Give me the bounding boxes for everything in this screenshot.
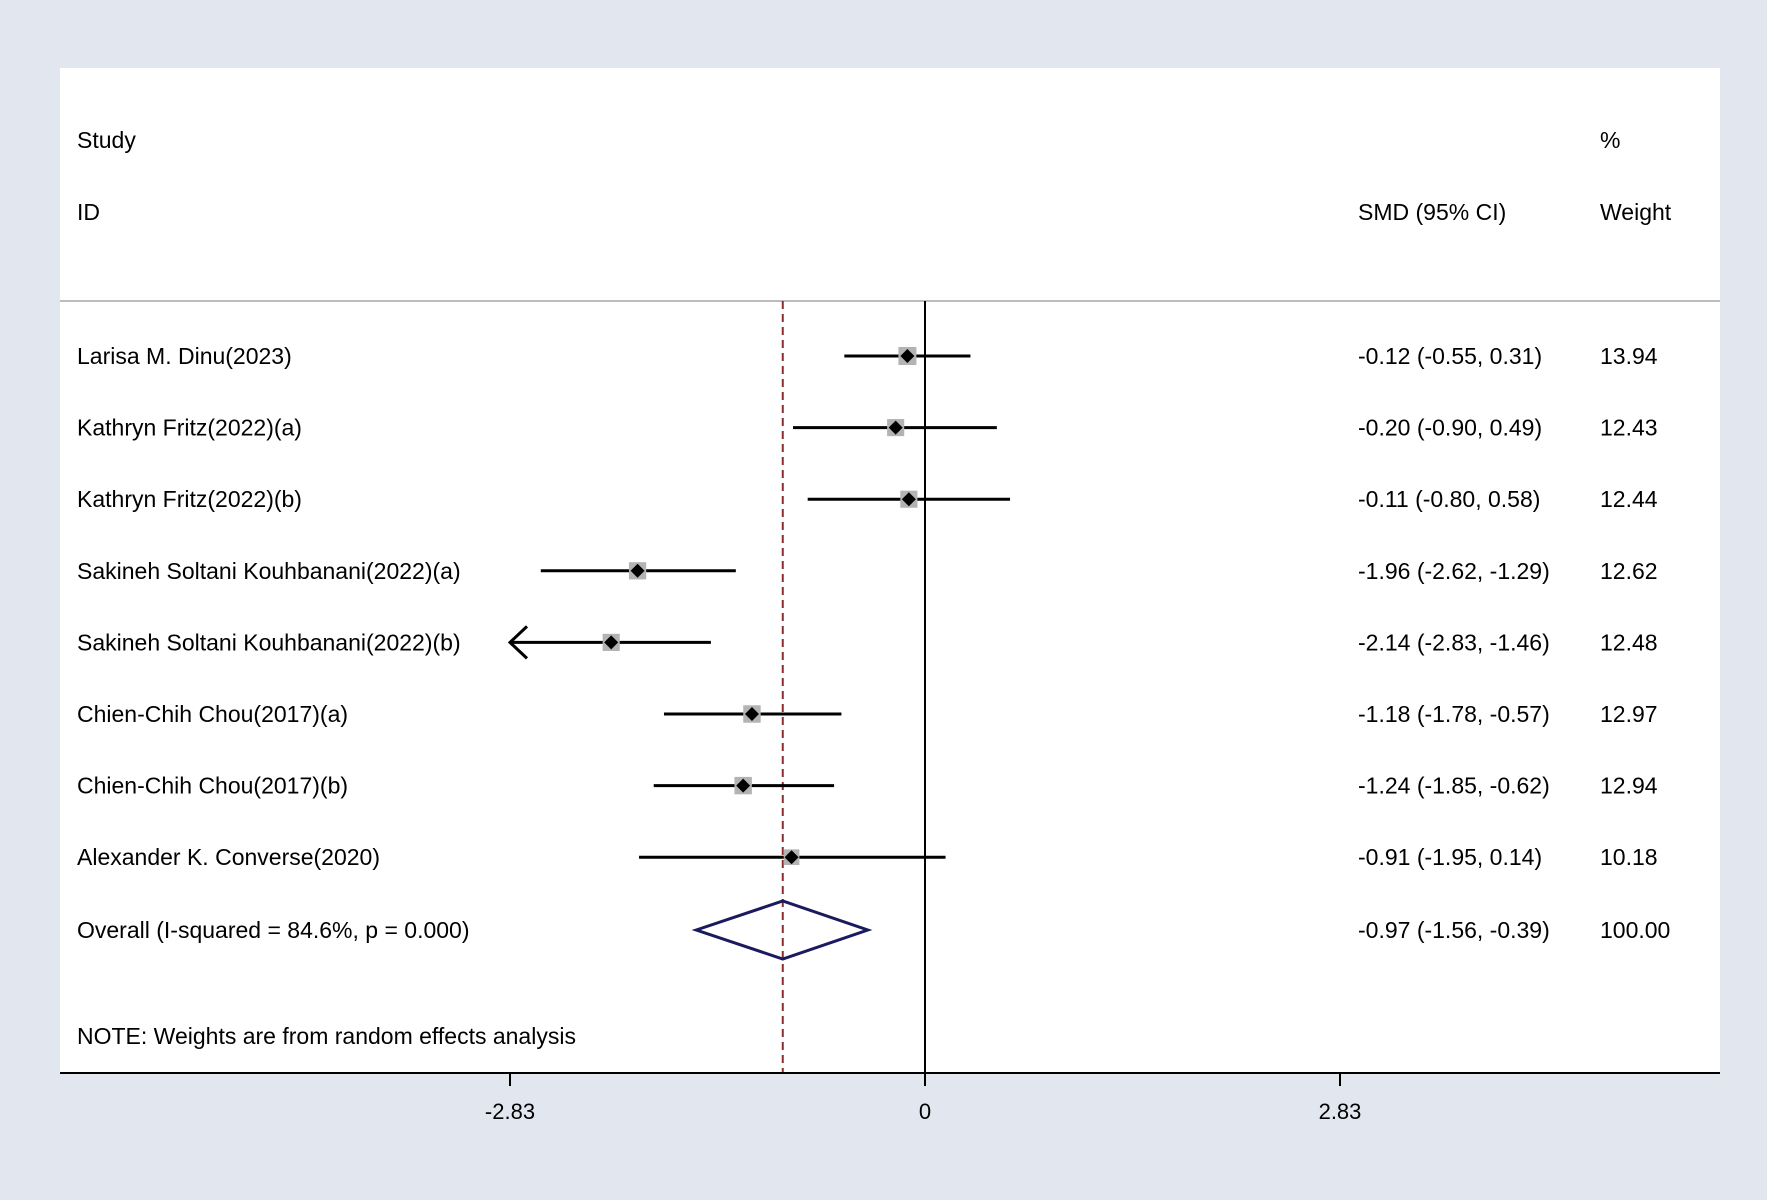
weight-text: 13.94 <box>1600 343 1658 369</box>
weight-text: 12.62 <box>1600 558 1658 584</box>
x-tick-label: 0 <box>919 1099 931 1124</box>
overall-weight-text: 100.00 <box>1600 917 1670 943</box>
ci-text: -1.18 (-1.78, -0.57) <box>1358 701 1550 727</box>
point-estimate-marker <box>888 420 903 435</box>
ci-clip-arrow <box>507 625 529 660</box>
point-estimate-marker <box>901 492 916 507</box>
study-label: Larisa M. Dinu(2023) <box>77 343 292 369</box>
overall-ci-text: -0.97 (-1.56, -0.39) <box>1358 917 1550 943</box>
plot-lines <box>781 301 926 1073</box>
ci-text: -0.91 (-1.95, 0.14) <box>1358 844 1542 870</box>
study-row: Alexander K. Converse(2020) -0.91 (-1.95,… <box>77 844 1658 870</box>
ci-text: -0.20 (-0.90, 0.49) <box>1358 415 1542 441</box>
study-row: Sakineh Soltani Kouhbanani(2022)(a) -1.96… <box>77 558 1658 584</box>
overall-label: Overall (I-squared = 84.6%, p = 0.000) <box>77 917 470 943</box>
header-percent-label: % <box>1600 127 1620 153</box>
point-estimate-marker <box>784 850 799 865</box>
study-row: Larisa M. Dinu(2023) -0.12 (-0.55, 0.31) 1… <box>77 343 1658 369</box>
study-row: Chien-Chih Chou(2017)(a) -1.18 (-1.78, -0… <box>77 701 1658 727</box>
study-label: Kathryn Fritz(2022)(a) <box>77 415 302 441</box>
point-estimate-marker <box>630 563 645 578</box>
header-weight-label: Weight <box>1600 199 1672 225</box>
x-tick-label: 2.83 <box>1319 1099 1362 1124</box>
weight-text: 12.43 <box>1600 415 1658 441</box>
header-id-label: ID <box>77 199 100 225</box>
header-effect-label: SMD (95% CI) <box>1358 199 1506 225</box>
overall-diamond <box>691 899 873 961</box>
point-estimate-marker <box>736 778 751 793</box>
study-row: Chien-Chih Chou(2017)(b) -1.24 (-1.85, -0… <box>77 773 1658 799</box>
ci-text: -0.12 (-0.55, 0.31) <box>1358 343 1542 369</box>
study-label: Sakineh Soltani Kouhbanani(2022)(a) <box>77 558 461 584</box>
study-row: Sakineh Soltani Kouhbanani(2022)(b) -2.14… <box>77 625 1658 660</box>
weight-text: 12.97 <box>1600 701 1658 727</box>
x-axis: -2.83 0 2.83 <box>60 1072 1720 1124</box>
plot-panel <box>60 68 1720 1074</box>
x-tick-label: -2.83 <box>485 1099 535 1124</box>
ci-text: -1.24 (-1.85, -0.62) <box>1358 773 1550 799</box>
weight-text: 10.18 <box>1600 844 1658 870</box>
study-label: Chien-Chih Chou(2017)(b) <box>77 773 348 799</box>
ci-text: -0.11 (-0.80, 0.58) <box>1358 486 1540 512</box>
study-row: Kathryn Fritz(2022)(a) -0.20 (-0.90, 0.49… <box>77 415 1658 441</box>
study-label: Alexander K. Converse(2020) <box>77 844 380 870</box>
point-estimate-marker <box>604 635 619 650</box>
study-rows: Larisa M. Dinu(2023) -0.12 (-0.55, 0.31) 1… <box>77 343 1658 870</box>
point-estimate-marker <box>900 349 915 363</box>
study-label: Sakineh Soltani Kouhbanani(2022)(b) <box>77 629 461 655</box>
point-estimate-marker <box>744 707 759 721</box>
weight-text: 12.94 <box>1600 773 1658 799</box>
note-text: NOTE: Weights are from random effects an… <box>77 1023 576 1049</box>
weight-text: 12.48 <box>1600 629 1658 655</box>
header-study-label: Study <box>77 127 136 153</box>
ci-text: -1.96 (-2.62, -1.29) <box>1358 558 1550 584</box>
overall-row: Overall (I-squared = 84.6%, p = 0.000) -0… <box>77 899 1670 961</box>
study-label: Chien-Chih Chou(2017)(a) <box>77 701 348 727</box>
study-label: Kathryn Fritz(2022)(b) <box>77 486 302 512</box>
ci-text: -2.14 (-2.83, -1.46) <box>1358 629 1550 655</box>
weight-text: 12.44 <box>1600 486 1658 512</box>
study-row: Kathryn Fritz(2022)(b) -0.11 (-0.80, 0.58… <box>77 486 1658 512</box>
